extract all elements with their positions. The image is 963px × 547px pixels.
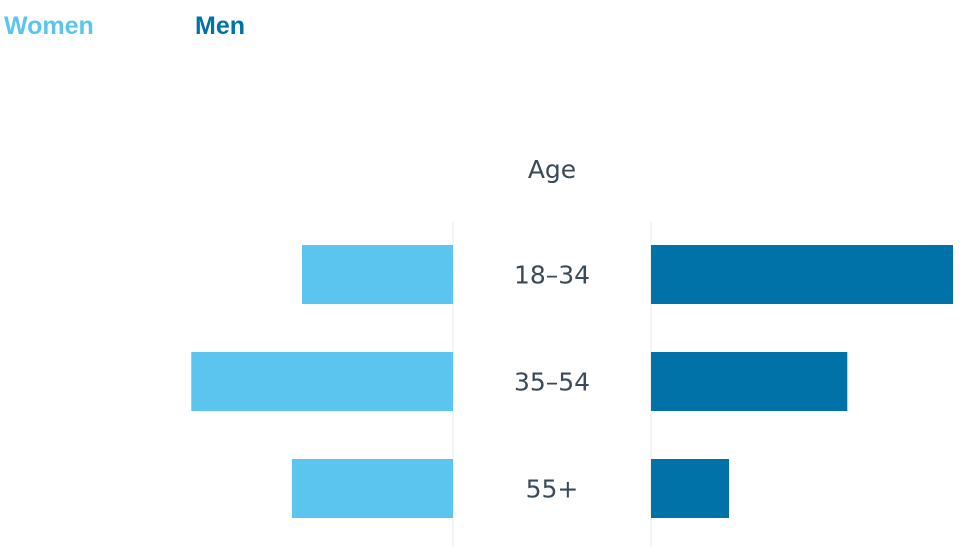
category-label-35-54: 35–54 — [514, 368, 590, 397]
legend-men: Men — [195, 12, 245, 40]
category-labels-group: 18–34 35–54 55+ — [514, 261, 590, 504]
category-label-55: 55+ — [526, 475, 579, 504]
bar-men-35-54 — [651, 352, 848, 411]
bar-men-18-34 — [651, 245, 953, 304]
bar-women-55 — [291, 459, 453, 518]
bars-group — [191, 245, 953, 518]
bar-men-55 — [651, 459, 730, 518]
age-axis-title: Age — [528, 155, 576, 184]
bar-women-35-54 — [191, 352, 453, 411]
legend-women: Women — [4, 12, 94, 40]
category-label-18-34: 18–34 — [514, 261, 590, 290]
bar-women-18-34 — [302, 245, 453, 304]
